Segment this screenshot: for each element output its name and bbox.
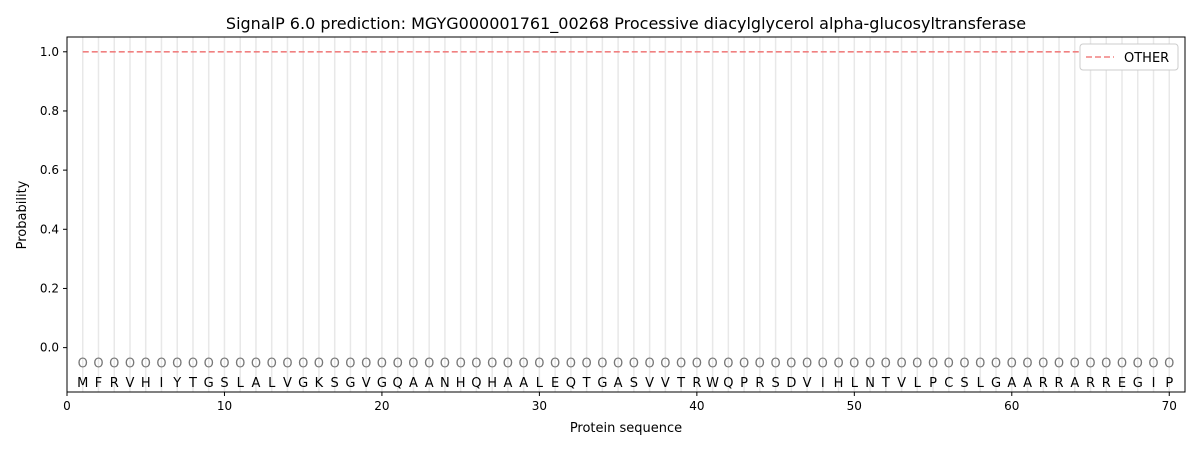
residue-label: A: [614, 376, 623, 391]
x-tick-label: 30: [532, 399, 547, 413]
residue-label: T: [881, 376, 890, 391]
residue-label: I: [160, 376, 164, 391]
residue-label: V: [897, 376, 906, 391]
x-tick-label: 0: [63, 399, 71, 413]
y-tick-label: 0.4: [40, 222, 59, 236]
residue-label: P: [929, 376, 937, 391]
x-tick-label: 20: [374, 399, 389, 413]
residue-label: E: [1118, 376, 1126, 391]
residue-label: A: [503, 376, 512, 391]
residue-label: V: [362, 376, 371, 391]
residue-label: G: [377, 376, 387, 391]
residue-label: S: [630, 376, 638, 391]
residue-label: R: [755, 376, 764, 391]
residue-label: R: [1086, 376, 1095, 391]
residue-label: L: [977, 376, 985, 391]
x-tick-label: 60: [1004, 399, 1019, 413]
residue-label: S: [960, 376, 968, 391]
residue-label: I: [1152, 376, 1156, 391]
residue-label: T: [582, 376, 591, 391]
residue-label: R: [1055, 376, 1064, 391]
residue-label: G: [1133, 376, 1143, 391]
y-tick-label: 0.2: [40, 281, 59, 295]
residue-label: A: [1070, 376, 1079, 391]
residue-label: R: [1039, 376, 1048, 391]
residue-label: W: [706, 376, 719, 391]
residue-label: T: [676, 376, 685, 391]
residue-label: R: [1102, 376, 1111, 391]
residue-label: A: [252, 376, 261, 391]
residue-label: H: [141, 376, 151, 391]
residue-label: Q: [393, 376, 403, 391]
y-tick-label: 1.0: [40, 45, 59, 59]
predicted-labels-row: OOOOOOOOOOOOOOOOOOOOOOOOOOOOOOOOOOOOOOOO…: [78, 356, 1175, 371]
legend-label-other: OTHER: [1124, 51, 1169, 66]
residue-label: Q: [566, 376, 576, 391]
residue-label: P: [1165, 376, 1173, 391]
residue-label: R: [692, 376, 701, 391]
y-tick-label: 0.8: [40, 104, 59, 118]
y-tick-label: 0.6: [40, 163, 59, 177]
residue-label: H: [456, 376, 466, 391]
residue-label: Q: [723, 376, 733, 391]
residue-label: L: [237, 376, 245, 391]
residue-label: G: [204, 376, 214, 391]
residue-label: C: [944, 376, 953, 391]
residue-label: V: [661, 376, 670, 391]
residue-label: K: [315, 376, 324, 391]
chart-title: SignalP 6.0 prediction: MGYG000001761_00…: [226, 14, 1026, 34]
residue-label: Y: [172, 376, 181, 391]
residue-label: A: [409, 376, 418, 391]
residue-label: V: [283, 376, 292, 391]
x-axis-label: Protein sequence: [570, 421, 682, 436]
residue-label: N: [440, 376, 450, 391]
y-axis-label: Probability: [15, 180, 30, 249]
residue-label: L: [851, 376, 859, 391]
residue-label: F: [95, 376, 102, 391]
residue-label: L: [536, 376, 544, 391]
residue-label: T: [188, 376, 197, 391]
residue-label: S: [220, 376, 228, 391]
x-tick-label: 40: [689, 399, 704, 413]
residue-label: A: [519, 376, 528, 391]
x-tick-label: 70: [1162, 399, 1177, 413]
residue-label: A: [1023, 376, 1032, 391]
residue-label: N: [865, 376, 875, 391]
residue-label: L: [914, 376, 922, 391]
residue-label: V: [126, 376, 135, 391]
residue-label: H: [834, 376, 844, 391]
plot-frame: [66, 36, 1186, 393]
residue-label: L: [268, 376, 276, 391]
residue-label: G: [597, 376, 607, 391]
residue-label: R: [110, 376, 119, 391]
x-tick-label: 50: [847, 399, 862, 413]
residue-label: V: [803, 376, 812, 391]
x-tick-label: 10: [217, 399, 232, 413]
residue-label: G: [991, 376, 1001, 391]
residue-label: P: [740, 376, 748, 391]
residue-label: S: [771, 376, 779, 391]
residue-label: D: [786, 376, 796, 391]
residue-label: V: [645, 376, 654, 391]
residue-label: G: [298, 376, 308, 391]
residue-label: A: [1007, 376, 1016, 391]
legend: OTHER: [1079, 43, 1179, 71]
residue-label: M: [77, 376, 88, 391]
residue-label: S: [331, 376, 339, 391]
residue-label: E: [551, 376, 559, 391]
residue-label: G: [345, 376, 355, 391]
residue-label: H: [487, 376, 497, 391]
residue-label: Q: [471, 376, 481, 391]
residue-label: I: [821, 376, 825, 391]
y-tick-label: 0.0: [40, 341, 59, 355]
residue-label: A: [425, 376, 434, 391]
